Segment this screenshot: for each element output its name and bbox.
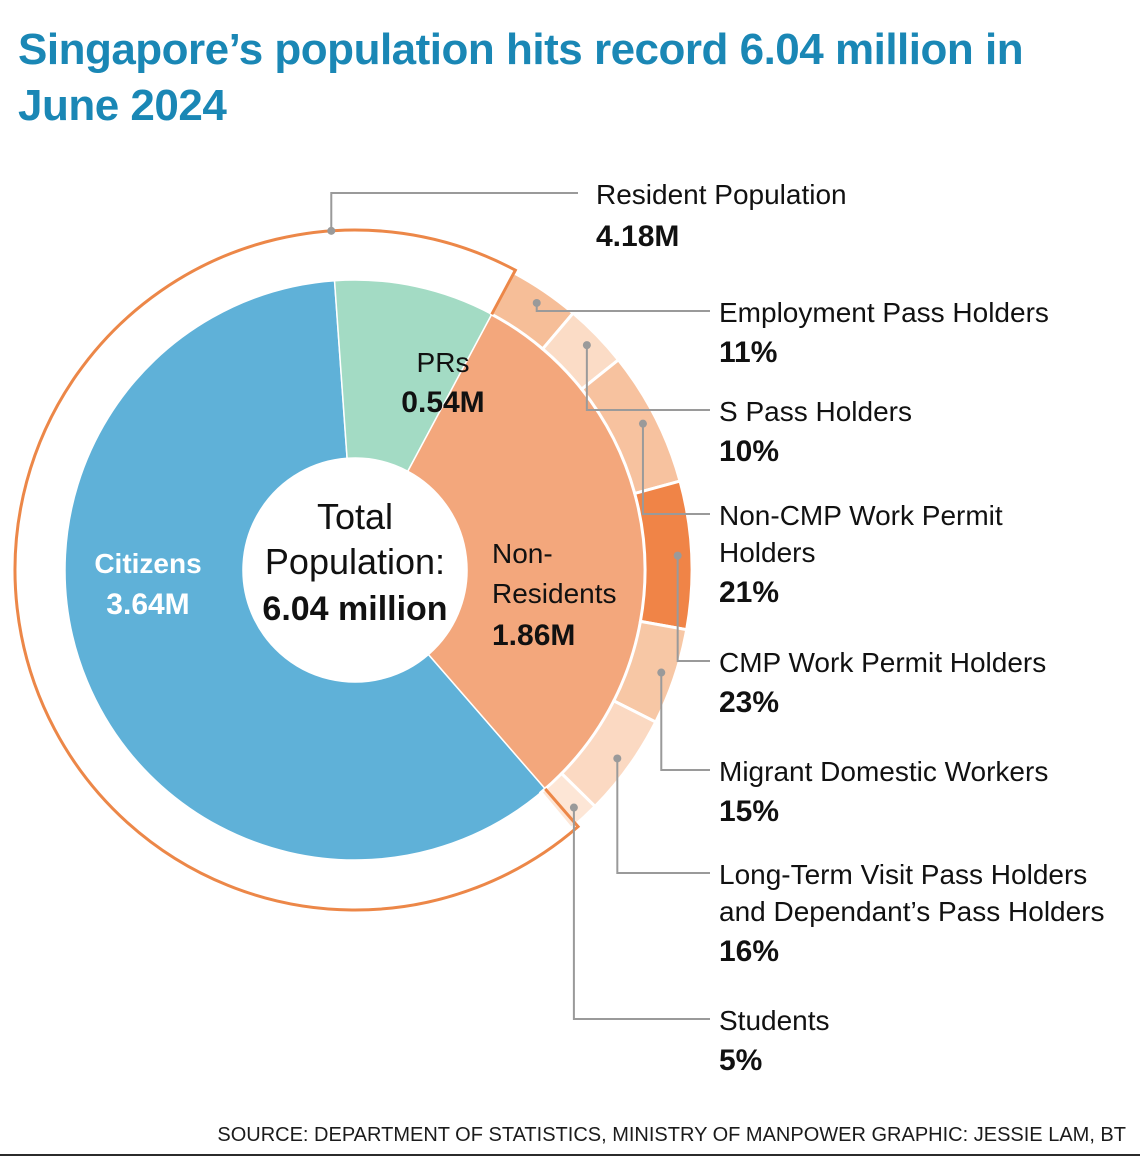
population-donut-chart: Resident Population 4.18M Citizens 3.64M PRs… <box>13 179 1105 1077</box>
legend-label-cmp-work-permit-holders-line-1: CMP Work Permit Holders <box>719 647 1046 678</box>
value-prs: 0.54M <box>401 386 484 419</box>
resident-population-outline <box>13 228 581 912</box>
legend-label-students-line-1: Students <box>719 1005 830 1036</box>
center-value-total: 6.04 million <box>262 590 447 628</box>
connector-dot-students <box>569 803 578 812</box>
legend-label-non-cmp-work-permit-holders-line-1: Non-CMP Work Permit <box>719 500 1003 531</box>
donut-hole <box>243 458 467 682</box>
legend-value-non-cmp-work-permit-holders: 21% <box>719 576 779 609</box>
legend-label-s-pass-holders-line-1: S Pass Holders <box>719 396 912 427</box>
connector-non-cmp-work-permit-holders <box>641 423 710 515</box>
connector-migrant-domestic-workers <box>660 672 710 771</box>
chart-title: Singapore’s population hits record 6.04 … <box>18 25 1024 130</box>
connector-dot-cmp-work-permit-holders <box>673 551 682 560</box>
bottom-rule <box>0 1154 1140 1156</box>
connector-dot-resident-population <box>327 226 336 235</box>
legend-value-students: 5% <box>719 1044 762 1077</box>
connector-students <box>572 807 710 1020</box>
connector-dot-migrant-domestic-workers <box>657 668 666 677</box>
connector-cmp-work-permit-holders <box>676 555 710 662</box>
center-label-total: Total <box>317 496 393 537</box>
center-label-population: Population: <box>265 541 445 582</box>
label-prs: PRs <box>417 347 470 378</box>
label-non-residents-line-2: Residents <box>492 578 617 609</box>
legend-value-long-term-visit-pass-holders-and-dependant-s-pass-holders: 16% <box>719 935 779 968</box>
connector-s-pass-holders <box>585 345 710 411</box>
legend-label-long-term-visit-pass-holders-and-dependant-s-pass-holders-line-1: Long-Term Visit Pass Holders <box>719 859 1087 890</box>
connector-resident-population <box>330 192 578 231</box>
connector-long-term-visit-pass-holders-and-dependant-s-pass-holders <box>616 758 710 874</box>
legend-value-s-pass-holders: 10% <box>719 435 779 468</box>
connector-dot-non-cmp-work-permit-holders <box>638 419 647 428</box>
legend-value-migrant-domestic-workers: 15% <box>719 795 779 828</box>
value-citizens: 3.64M <box>106 588 189 621</box>
legend-label-employment-pass-holders-line-1: Employment Pass Holders <box>719 297 1049 328</box>
legend-label-migrant-domestic-workers-line-1: Migrant Domestic Workers <box>719 756 1048 787</box>
legend-resident-population-value: 4.18M <box>596 220 679 253</box>
ring-slice-students <box>538 771 598 831</box>
label-non-residents-line-1: Non- <box>492 538 553 569</box>
connector-dot-long-term-visit-pass-holders-and-dependant-s-pass-holders <box>613 754 622 763</box>
label-citizens: Citizens <box>94 548 201 579</box>
legend-label-long-term-visit-pass-holders-and-dependant-s-pass-holders-line-2: and Dependant’s Pass Holders <box>719 896 1105 927</box>
value-non-residents: 1.86M <box>492 619 575 652</box>
connector-dot-s-pass-holders <box>582 341 591 350</box>
source-credit: SOURCE: DEPARTMENT OF STATISTICS, MINIST… <box>217 1124 1126 1146</box>
legend-value-cmp-work-permit-holders: 23% <box>719 686 779 719</box>
connector-dot-employment-pass-holders <box>532 298 541 307</box>
legend-value-employment-pass-holders: 11% <box>719 336 777 369</box>
legend-label-non-cmp-work-permit-holders-line-2: Holders <box>719 537 815 568</box>
legend-resident-population-label: Resident Population <box>596 179 847 210</box>
